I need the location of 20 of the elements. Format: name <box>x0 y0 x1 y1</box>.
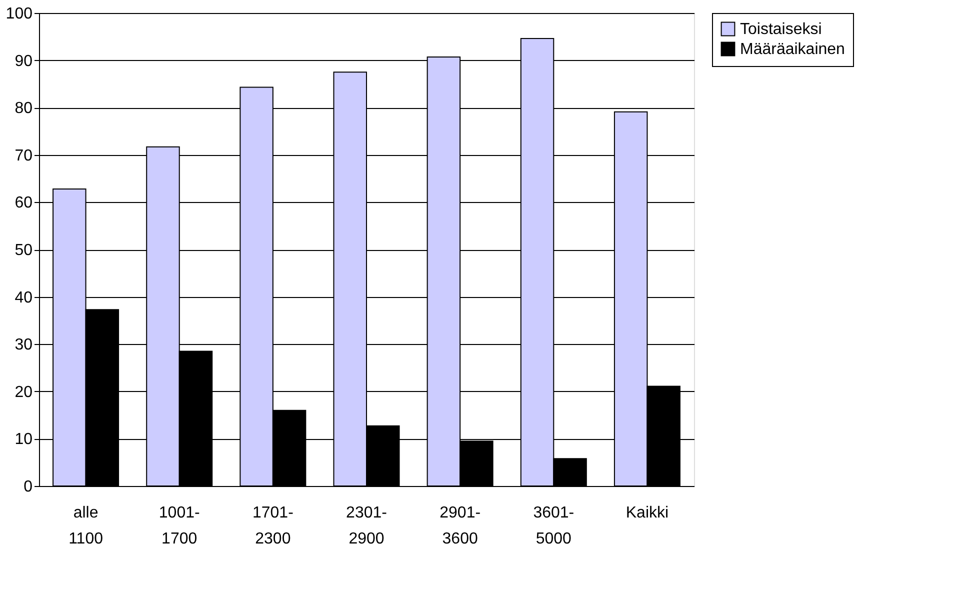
legend-label: Toistaiseksi <box>740 21 822 38</box>
y-tick-label: 0 <box>24 478 33 496</box>
x-tick-label: Kaikki <box>626 504 669 522</box>
y-tick-label: 20 <box>14 384 33 401</box>
x-tick-label: 3601- 5000 <box>533 504 574 548</box>
y-tick-label: 90 <box>14 52 33 70</box>
x-tick-label: alle 1100 <box>68 504 104 548</box>
y-tick-label: 100 <box>6 6 33 22</box>
y-tick-label: 50 <box>14 242 33 259</box>
y-tick-label: 40 <box>14 289 33 306</box>
legend-label: Määräaikainen <box>740 41 845 58</box>
y-tick-label: 80 <box>14 100 33 118</box>
x-tick-label: 2901- 3600 <box>440 504 481 548</box>
y-tick-label: 30 <box>14 336 33 354</box>
x-tick-label: 2301- 2900 <box>346 504 387 548</box>
y-tick-label: 70 <box>14 147 33 164</box>
y-tick-label: 10 <box>14 431 33 448</box>
x-tick-label: 1701- 2300 <box>252 504 294 548</box>
y-tick-label: 60 <box>14 194 33 212</box>
x-tick-label: 1001- 1700 <box>158 504 200 548</box>
